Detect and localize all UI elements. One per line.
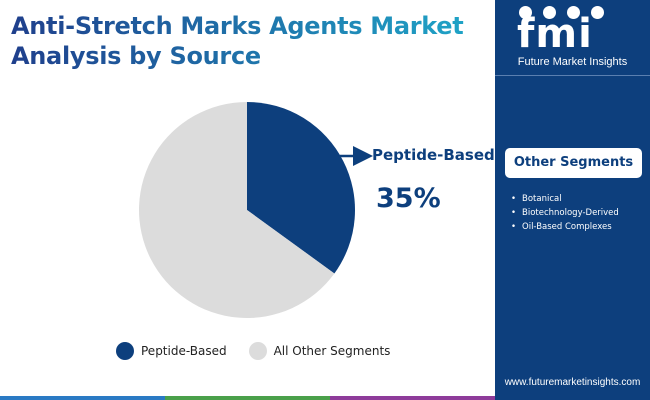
color-bar-segment bbox=[495, 396, 650, 400]
legend-label: All Other Segments bbox=[273, 344, 391, 358]
other-segment-item: Botanical bbox=[511, 192, 619, 206]
website-url: www.futuremarketinsights.com bbox=[504, 377, 641, 388]
pie-slice-peptide-based bbox=[247, 102, 355, 274]
color-bar-segment bbox=[330, 396, 495, 400]
legend-label: Peptide-Based bbox=[141, 344, 227, 358]
color-bar-segment bbox=[165, 396, 330, 400]
pie-slice-all-other-segments bbox=[138, 102, 335, 319]
legend-swatch bbox=[116, 342, 134, 360]
logo-dot-icon bbox=[591, 6, 604, 19]
logo-subtitle: Future Market Insights bbox=[517, 56, 628, 68]
logo-dot-icon bbox=[567, 6, 580, 19]
bottom-color-bar bbox=[0, 396, 650, 400]
logo-dot-icon bbox=[543, 6, 556, 19]
pie-chart bbox=[138, 102, 373, 319]
callout-value: 35% bbox=[376, 183, 441, 214]
logo-icons bbox=[519, 6, 615, 19]
logo-dot-icon bbox=[519, 6, 532, 19]
legend-swatch bbox=[248, 342, 267, 360]
other-segment-item: Oil-Based Complexes bbox=[511, 220, 619, 234]
callout-label: Peptide-Based bbox=[372, 146, 495, 164]
logo-wordmark: fmi bbox=[517, 11, 593, 57]
legend-item: All Other Segments bbox=[248, 342, 391, 360]
chart-legend: Peptide-Based All Other Segments bbox=[116, 342, 412, 360]
fmi-logo: fmi Future Market Insights bbox=[495, 0, 650, 75]
legend-item: Peptide-Based bbox=[116, 342, 227, 360]
other-segments-heading: Other Segments bbox=[505, 148, 642, 178]
pie-slices bbox=[138, 102, 355, 319]
other-segments-box: Other Segments BotanicalBiotechnology-De… bbox=[505, 148, 642, 232]
other-segments-list: BotanicalBiotechnology-DerivedOil-Based … bbox=[511, 192, 619, 234]
other-segment-item: Biotechnology-Derived bbox=[511, 206, 619, 220]
logo-divider bbox=[495, 75, 650, 76]
color-bar-segment bbox=[0, 396, 165, 400]
